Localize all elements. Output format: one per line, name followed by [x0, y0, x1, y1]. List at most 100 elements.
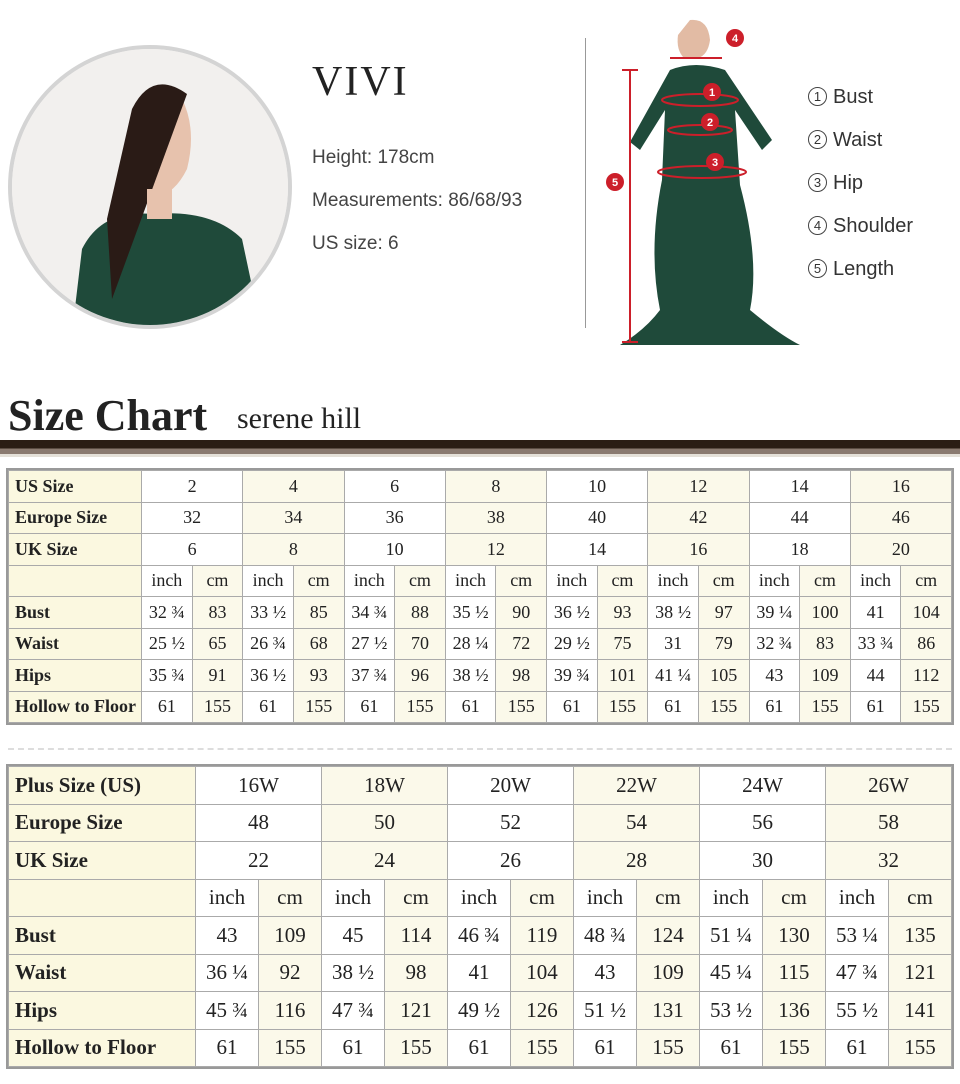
- row-label: Europe Size: [8, 803, 196, 842]
- cm-cell: 98: [495, 659, 547, 692]
- inch-cell: 61: [444, 690, 497, 723]
- unit-cm: cm: [191, 564, 244, 597]
- title-rule: [0, 440, 960, 454]
- inch-cell: 26 ¾: [242, 627, 294, 660]
- size-cell: 10: [343, 533, 446, 566]
- inch-cell: 32 ¾: [748, 627, 801, 660]
- unit-inch: inch: [699, 878, 763, 917]
- size-cell: 6: [343, 470, 446, 503]
- cm-cell: 70: [394, 627, 446, 660]
- inch-cell: 32 ¾: [141, 596, 193, 629]
- cm-cell: 131: [636, 991, 700, 1030]
- cm-cell: 83: [799, 627, 851, 660]
- unit-cm: cm: [495, 564, 547, 597]
- inch-cell: 39 ¼: [748, 596, 801, 629]
- inch-cell: 51 ½: [573, 991, 637, 1030]
- size-cell: 20W: [447, 766, 574, 805]
- size-cell: 58: [825, 803, 952, 842]
- cm-cell: 121: [888, 953, 952, 992]
- inch-cell: 29 ½: [546, 627, 598, 660]
- unit-cm: cm: [596, 564, 649, 597]
- cm-cell: 114: [384, 916, 448, 955]
- size-cell: 12: [444, 533, 548, 566]
- cm-cell: 98: [384, 953, 448, 992]
- unit-inch: inch: [444, 564, 497, 597]
- inch-cell: 36 ½: [546, 596, 598, 629]
- row-label: Hollow to Floor: [8, 690, 142, 723]
- size-cell: 22: [195, 841, 322, 880]
- cm-cell: 88: [394, 596, 446, 629]
- row-label: US Size: [8, 470, 142, 503]
- cm-cell: 130: [762, 916, 826, 955]
- inch-cell: 61: [141, 690, 193, 723]
- unit-inch: inch: [546, 564, 598, 597]
- cm-cell: 93: [292, 659, 345, 692]
- inch-cell: 47 ¾: [321, 991, 385, 1030]
- row-label: Bust: [8, 596, 142, 629]
- size-cell: 16: [849, 470, 953, 503]
- row-label: Hips: [8, 991, 196, 1030]
- row-label: Waist: [8, 953, 196, 992]
- inch-cell: 27 ½: [343, 627, 396, 660]
- inch-cell: 61: [195, 1028, 259, 1067]
- size-cell: 32: [140, 501, 244, 534]
- inch-cell: 61: [849, 690, 902, 723]
- inch-cell: 45 ¼: [699, 953, 763, 992]
- inch-cell: 41: [447, 953, 511, 992]
- size-cell: 20: [849, 533, 953, 566]
- inch-cell: 61: [825, 1028, 889, 1067]
- inch-cell: 41 ¼: [647, 659, 699, 692]
- size-cell: 24W: [699, 766, 826, 805]
- unit-cm: cm: [799, 564, 851, 597]
- cm-cell: 79: [697, 627, 750, 660]
- size-cell: 34: [242, 501, 345, 534]
- divider: [585, 38, 586, 328]
- circled-number-icon: 5: [808, 259, 827, 278]
- inch-cell: 43: [748, 659, 801, 692]
- unit-row: inch cm inch cm inch cm inch cm inch cm inch cm inch…: [8, 564, 952, 597]
- unit-inch: inch: [849, 564, 902, 597]
- row-label: Hips: [8, 659, 142, 692]
- cm-cell: 92: [258, 953, 322, 992]
- size-row: Europe Size 32 34 36 38 40 42 44 46: [8, 501, 953, 534]
- row-label: Plus Size (US): [8, 766, 196, 805]
- cm-cell: 91: [191, 659, 244, 692]
- size-row: UK Size 22 24 26 28 30 32: [8, 841, 952, 880]
- svg-text:1: 1: [709, 87, 715, 99]
- cm-cell: 85: [292, 596, 345, 629]
- unit-cm: cm: [636, 878, 700, 917]
- circled-number-icon: 1: [808, 87, 827, 106]
- size-cell: 18: [748, 533, 851, 566]
- inch-cell: 38 ½: [647, 596, 699, 629]
- inch-cell: 31: [647, 627, 699, 660]
- size-cell: 22W: [573, 766, 700, 805]
- inch-cell: 47 ¾: [825, 953, 889, 992]
- plus-size-table: Plus Size (US) 16W 18W 20W 22W 24W 26W Europe S…: [6, 764, 954, 1069]
- inch-cell: 53 ¼: [825, 916, 889, 955]
- size-cell: 40: [545, 501, 649, 534]
- unit-cm: cm: [292, 564, 345, 597]
- inch-cell: 61: [447, 1028, 511, 1067]
- inch-cell: 25 ½: [141, 627, 193, 660]
- size-cell: 44: [748, 501, 851, 534]
- inch-cell: 45: [321, 916, 385, 955]
- inch-cell: 61: [546, 690, 598, 723]
- unit-inch: inch: [825, 878, 889, 917]
- model-us-size: US size: 6: [312, 233, 399, 254]
- cm-cell: 155: [495, 690, 547, 723]
- standard-size-table: US Size 2 4 6 8 10 12 14 16 Europe Size 32 34 36 38 40…: [6, 468, 954, 725]
- unit-inch: inch: [195, 878, 259, 917]
- inch-cell: 51 ¼: [699, 916, 763, 955]
- size-cell: 54: [573, 803, 700, 842]
- unit-cm: cm: [258, 878, 322, 917]
- inch-cell: 33 ½: [242, 596, 294, 629]
- size-cell: 38: [444, 501, 548, 534]
- cm-cell: 155: [191, 690, 244, 723]
- cm-cell: 83: [191, 596, 244, 629]
- cm-cell: 155: [384, 1028, 448, 1067]
- cm-cell: 100: [799, 596, 851, 629]
- cm-cell: 155: [799, 690, 851, 723]
- cm-cell: 141: [888, 991, 952, 1030]
- cm-cell: 115: [762, 953, 826, 992]
- unit-row: inch cm inch cm inch cm inch cm inch cm inch cm: [8, 878, 952, 917]
